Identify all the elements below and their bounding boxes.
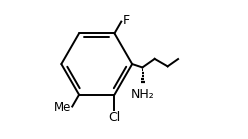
Text: Cl: Cl [108,111,121,124]
Text: F: F [122,14,129,27]
Text: NH₂: NH₂ [131,88,155,101]
Text: Me: Me [54,101,71,114]
